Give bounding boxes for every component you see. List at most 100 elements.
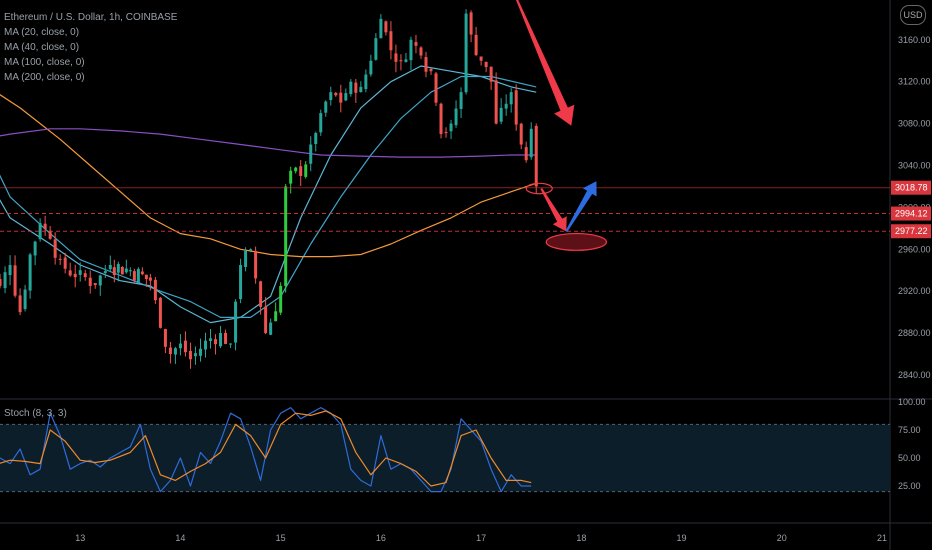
x-tick-label: 20: [777, 533, 787, 543]
annotation-ellipse-3: [525, 182, 553, 195]
indicator-ma100[interactable]: MA (100, close, 0): [4, 57, 85, 68]
candle-body: [224, 332, 228, 344]
annotation-arrow-2: [565, 181, 597, 232]
annotation-arrow-0: [515, 0, 575, 126]
candle-body: [514, 90, 518, 125]
candle-body: [148, 277, 152, 281]
candle-body: [53, 239, 57, 258]
price-tag-text: 2977.22: [895, 226, 928, 236]
candle-body: [3, 272, 7, 289]
candle-body: [103, 271, 107, 274]
candle-body: [499, 107, 503, 122]
candle-body: [188, 350, 192, 360]
candle-body: [369, 60, 373, 75]
candle-body: [264, 306, 268, 334]
candle-body: [444, 132, 448, 134]
price-levels: [0, 187, 890, 232]
candle-body: [38, 223, 42, 240]
indicator-ma200[interactable]: MA (200, close, 0): [4, 72, 85, 83]
candle-body: [479, 56, 483, 61]
candle-body: [78, 270, 82, 275]
candle-body: [354, 82, 358, 93]
candle-body: [424, 57, 428, 72]
indicator-ma40[interactable]: MA (40, close, 0): [4, 42, 80, 53]
x-tick-label: 13: [75, 533, 85, 543]
candles: [0, 9, 538, 369]
x-tick-label: 14: [175, 533, 185, 543]
candle-body: [509, 92, 513, 105]
legend: Ethereum / U.S. Dollar, 1h, COINBASE MA …: [4, 10, 177, 85]
candle-body: [88, 277, 92, 286]
candle-body: [120, 266, 124, 275]
candle-body: [63, 257, 67, 269]
candle-body: [214, 339, 218, 345]
candle-body: [474, 34, 478, 56]
candle-body: [504, 103, 508, 109]
candle-body: [48, 230, 52, 239]
candle-body: [98, 275, 102, 286]
candle-body: [132, 271, 136, 281]
candle-body: [394, 53, 398, 62]
candle-body: [28, 254, 32, 291]
candle-body: [168, 347, 172, 355]
ma-line-3: [0, 128, 537, 158]
candle-body: [434, 73, 438, 103]
candle-body: [469, 12, 473, 35]
currency-badge[interactable]: USD: [900, 5, 926, 25]
candle-body: [83, 273, 87, 278]
candle-body: [289, 170, 293, 184]
price-tag-text: 2994.12: [895, 209, 928, 219]
y-tick-label: 2840.00: [898, 370, 931, 380]
price-tag-bg: [891, 224, 931, 239]
x-tick-label: 17: [476, 533, 486, 543]
candle-body: [279, 285, 283, 313]
candle-body: [193, 353, 197, 357]
candle-body: [349, 81, 353, 95]
x-tick-label: 19: [677, 533, 687, 543]
candle-body: [163, 329, 167, 347]
candle-body: [439, 103, 443, 135]
x-tick-label: 16: [376, 533, 386, 543]
stoch-line-0: [0, 407, 532, 493]
price-tag: 3018.78: [891, 180, 931, 195]
y-tick-label: 3160.00: [898, 35, 931, 45]
indicator-ma20[interactable]: MA (20, close, 0): [4, 27, 80, 38]
candle-body: [239, 264, 243, 300]
candle-body: [18, 295, 22, 313]
candle-body: [429, 68, 433, 72]
candle-body: [23, 289, 27, 310]
candle-body: [324, 101, 328, 113]
candle-body: [234, 301, 238, 343]
candle-body: [334, 92, 338, 96]
annotations: [515, 0, 607, 251]
candle-body: [384, 21, 388, 33]
price-tags: 3018.78 2994.12 2977.22: [891, 180, 931, 239]
candle-body: [274, 311, 278, 322]
stoch-tick-label: 100.00: [898, 397, 926, 407]
candle-body: [144, 274, 148, 280]
price-tag-text: 3018.78: [895, 183, 928, 193]
candle-body: [529, 128, 533, 158]
candle-body: [140, 271, 144, 275]
candle-body: [449, 123, 453, 132]
candle-body: [8, 264, 12, 276]
candle-body: [259, 281, 263, 307]
candle-body: [374, 38, 378, 60]
candle-body: [73, 273, 77, 278]
candle-body: [314, 133, 318, 145]
candle-body: [158, 297, 162, 328]
candle-body: [173, 348, 177, 355]
candle-body: [409, 39, 413, 61]
candle-body: [404, 59, 408, 62]
candle-body: [399, 60, 403, 62]
price-tag: 2994.12: [891, 206, 931, 221]
stoch-title[interactable]: Stoch (8, 3, 3): [4, 408, 67, 419]
stoch-line-1: [0, 410, 532, 487]
annotation-arrow-1: [540, 188, 567, 232]
candle-body: [329, 92, 333, 101]
y-tick-label: 2880.00: [898, 328, 931, 338]
candle-body: [464, 13, 468, 93]
candle-body: [0, 279, 2, 286]
candle-body: [414, 42, 418, 46]
